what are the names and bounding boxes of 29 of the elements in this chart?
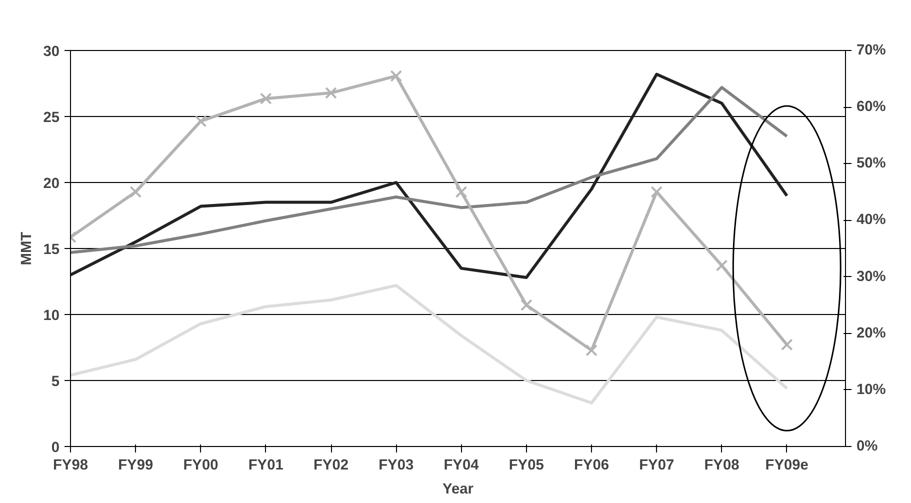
- y2-tick-label: 70%: [856, 42, 886, 58]
- x-tick-label: FY06: [574, 458, 610, 474]
- y2-tick-label: 30%: [856, 268, 886, 285]
- x-tick-label: FY02: [313, 458, 349, 474]
- x-tick-label: FY98: [52, 458, 88, 474]
- y-tick-label: 30: [43, 44, 60, 60]
- x-tick-label: FY00: [183, 458, 218, 474]
- y-axis-title: MMT: [19, 232, 36, 266]
- y-tick-label: 5: [51, 374, 60, 390]
- y2-tick-label: 50%: [856, 156, 886, 172]
- y2-tick-label: 60%: [856, 99, 886, 116]
- y-tick-label: 15: [43, 242, 60, 258]
- y-tick-label: 25: [43, 110, 60, 126]
- x-axis-title: Year: [442, 482, 474, 498]
- y-tick-label: 0: [51, 440, 60, 456]
- x-tick-label: FY99: [118, 458, 154, 474]
- y2-tick-label: 20%: [856, 325, 886, 342]
- x-tick-label: FY03: [378, 458, 414, 474]
- x-tick-label: FY01: [248, 458, 284, 474]
- x-tick-label: FY04: [444, 458, 480, 474]
- y2-tick-label: 10%: [856, 382, 886, 398]
- x-tick-label: FY08: [704, 458, 740, 474]
- x-tick-label: FY09e: [765, 458, 808, 474]
- x-tick-label: FY07: [639, 458, 674, 474]
- y2-tick-label: 40%: [856, 212, 886, 228]
- y2-tick-label: 0%: [856, 438, 878, 454]
- x-tick-label: FY05: [508, 458, 544, 474]
- y-tick-label: 10: [43, 308, 60, 324]
- y-tick-label: 20: [43, 176, 60, 192]
